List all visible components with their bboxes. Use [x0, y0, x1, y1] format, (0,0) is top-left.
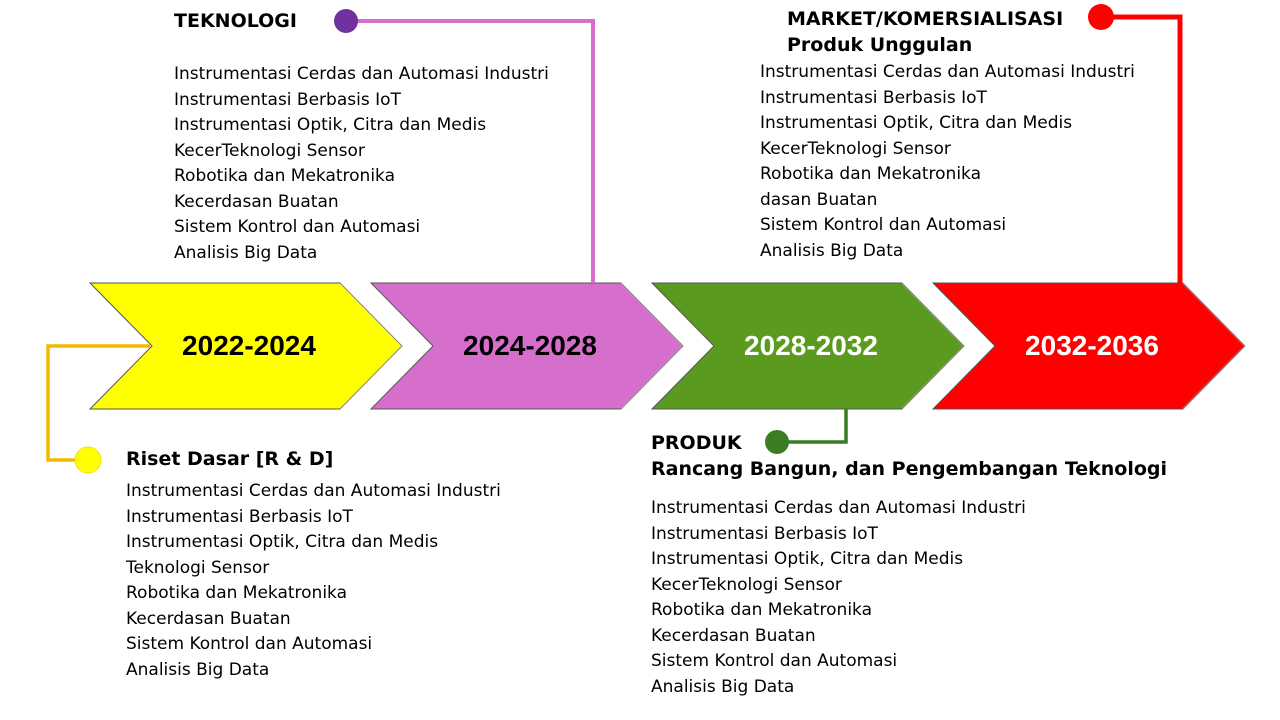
list-item: KecerTeknologi Sensor — [651, 574, 842, 595]
market-list: Instrumentasi Cerdas dan Automasi Indust… — [760, 60, 1135, 264]
chevron-phase-2 — [369, 282, 684, 410]
produk-subtitle: Rancang Bangun, dan Pengembangan Teknolo… — [651, 458, 1168, 480]
phase-label-2: 2024-2028 — [463, 330, 597, 361]
teknologi-title: TEKNOLOGI — [174, 10, 297, 32]
connector-produk — [777, 409, 848, 444]
list-item: Instrumentasi Cerdas dan Automasi Indust… — [174, 64, 549, 84]
phase-label-4: 2032-2036 — [1025, 330, 1159, 361]
list-item: Analisis Big Data — [760, 240, 904, 261]
list-item: Analisis Big Data — [174, 242, 318, 263]
list-item: Teknologi Sensor — [126, 557, 270, 578]
produk-list: Instrumentasi Cerdas dan Automasi Indust… — [651, 496, 1167, 700]
teknologi-list: Instrumentasi Cerdas dan Automasi Indust… — [174, 62, 549, 266]
market-subtitle: Produk Unggulan — [787, 34, 973, 56]
list-item: Instrumentasi Berbasis IoT — [126, 506, 353, 527]
list-item: Robotika dan Mekatronika — [760, 164, 982, 184]
list-item: Instrumentasi Optik, Citra dan Medis — [651, 549, 964, 569]
list-item: Instrumentasi Cerdas dan Automasi Indust… — [651, 498, 1026, 518]
list-item: Sistem Kontrol dan Automasi — [651, 651, 898, 671]
list-item: Analisis Big Data — [651, 676, 795, 697]
connector-riset — [46, 344, 150, 462]
list-item: dasan Buatan — [760, 189, 878, 210]
list-item: Sistem Kontrol dan Automasi — [174, 217, 421, 237]
list-item: Kecerdasan Buatan — [126, 608, 291, 629]
list-item: Robotika dan Mekatronika — [651, 600, 873, 620]
list-item: Kecerdasan Buatan — [174, 191, 339, 212]
dot-teknologi — [334, 9, 358, 33]
connector-market — [1101, 14, 1183, 283]
dot-market — [1088, 4, 1114, 30]
list-item: Robotika dan Mekatronika — [126, 583, 348, 603]
list-item: Instrumentasi Berbasis IoT — [174, 89, 401, 110]
chevron-phase-4 — [931, 282, 1246, 410]
list-item: Instrumentasi Optik, Citra dan Medis — [760, 113, 1073, 133]
dot-produk — [765, 430, 789, 454]
produk-title: PRODUK — [651, 432, 742, 454]
chevron-phase-1 — [88, 282, 403, 410]
market-title: MARKET/KOMERSIALISASI — [787, 8, 1064, 30]
list-item: Instrumentasi Cerdas dan Automasi Indust… — [126, 481, 501, 501]
riset-title: Riset Dasar [R & D] — [126, 448, 334, 470]
teknologi-block: TEKNOLOGI Instrumentasi Cerdas dan Autom… — [174, 8, 549, 266]
phase-label-1: 2022-2024 — [182, 330, 316, 361]
riset-block: Riset Dasar [R & D] Instrumentasi Cerdas… — [126, 446, 501, 683]
dot-riset — [74, 446, 102, 474]
list-item: Sistem Kontrol dan Automasi — [126, 634, 373, 654]
riset-list: Instrumentasi Cerdas dan Automasi Indust… — [126, 479, 501, 683]
list-item: Instrumentasi Berbasis IoT — [651, 523, 878, 544]
list-item: KecerTeknologi Sensor — [760, 138, 951, 159]
connector-teknologi — [346, 19, 595, 283]
produk-block: PRODUK Rancang Bangun, dan Pengembangan … — [651, 430, 1167, 700]
list-item: Instrumentasi Optik, Citra dan Medis — [174, 115, 487, 135]
list-item: Robotika dan Mekatronika — [174, 166, 396, 186]
chevron-phase-3 — [650, 282, 965, 410]
list-item: KecerTeknologi Sensor — [174, 140, 365, 161]
list-item: Sistem Kontrol dan Automasi — [760, 215, 1007, 235]
list-item: Kecerdasan Buatan — [651, 625, 816, 646]
list-item: Instrumentasi Cerdas dan Automasi Indust… — [760, 62, 1135, 82]
list-item: Analisis Big Data — [126, 659, 270, 680]
list-item: Instrumentasi Berbasis IoT — [760, 87, 987, 108]
market-block: MARKET/KOMERSIALISASI Produk Unggulan In… — [760, 6, 1135, 264]
phase-label-3: 2028-2032 — [744, 330, 878, 361]
list-item: Instrumentasi Optik, Citra dan Medis — [126, 532, 439, 552]
